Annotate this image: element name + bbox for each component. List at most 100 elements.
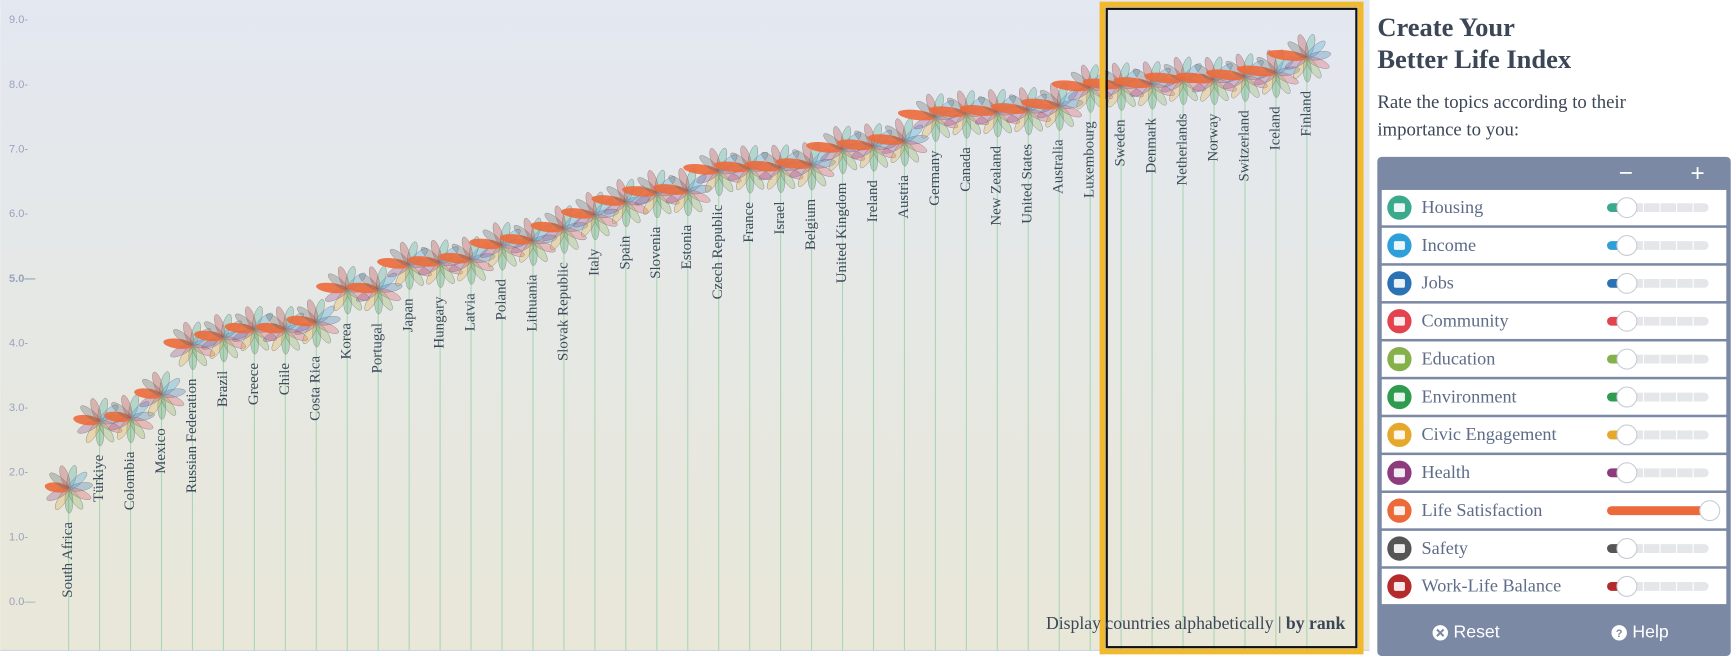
- country-label[interactable]: Korea: [339, 323, 355, 360]
- country-label[interactable]: Estonia: [679, 224, 695, 269]
- petal: [990, 103, 1029, 114]
- country-label[interactable]: New Zealand: [989, 145, 1005, 225]
- topic-label[interactable]: Housing: [1422, 197, 1484, 217]
- y-tick-label: 8.0-: [9, 79, 28, 91]
- petal: [214, 314, 226, 338]
- petal: [307, 299, 319, 324]
- slider-knob[interactable]: [1616, 575, 1638, 597]
- petal: [591, 195, 626, 206]
- country-label[interactable]: Colombia: [122, 451, 138, 510]
- country-label[interactable]: Lithuania: [524, 274, 540, 331]
- slider-knob[interactable]: [1616, 386, 1638, 408]
- slider-knob[interactable]: [1616, 197, 1638, 219]
- country-label[interactable]: Russian Federation: [184, 378, 200, 493]
- country-label[interactable]: United Kingdom: [834, 182, 850, 283]
- country-label[interactable]: Slovak Republic: [555, 262, 571, 361]
- topic-label[interactable]: Education: [1422, 348, 1496, 368]
- country-label[interactable]: Ireland: [865, 180, 881, 223]
- reset-icon-x: [1436, 628, 1445, 637]
- country-label[interactable]: Germany: [927, 150, 943, 206]
- petal: [461, 236, 473, 261]
- country-label[interactable]: Poland: [493, 278, 509, 320]
- slider-knob[interactable]: [1616, 462, 1638, 484]
- country-label[interactable]: Finland: [1298, 90, 1314, 136]
- slider-knob[interactable]: [1616, 235, 1638, 256]
- country-label[interactable]: Switzerland: [1236, 110, 1252, 182]
- help-icon: [1611, 625, 1627, 641]
- country-label[interactable]: Israel: [772, 201, 788, 234]
- topic-label[interactable]: Life Satisfaction: [1422, 500, 1543, 520]
- slider-knob[interactable]: [1616, 310, 1638, 332]
- slider-knob[interactable]: [1616, 348, 1638, 370]
- country-label[interactable]: Mexico: [153, 428, 169, 474]
- petal: [678, 168, 690, 192]
- y-tick-label: 9.0-: [9, 14, 28, 26]
- topic-label[interactable]: Safety: [1422, 538, 1469, 558]
- slider-knob[interactable]: [1616, 272, 1638, 294]
- petal: [745, 160, 781, 172]
- flower: [407, 239, 465, 288]
- slider-knob[interactable]: [1699, 500, 1721, 522]
- country-label[interactable]: Austria: [896, 175, 912, 219]
- country-label[interactable]: South Africa: [60, 522, 76, 598]
- country-label[interactable]: Hungary: [432, 296, 448, 349]
- country-label[interactable]: Sweden: [1113, 119, 1129, 167]
- country-label[interactable]: Chile: [277, 363, 293, 396]
- minus-button[interactable]: −: [1619, 160, 1633, 187]
- topic-label[interactable]: Work-Life Balance: [1422, 576, 1562, 596]
- country-label[interactable]: Iceland: [1267, 106, 1283, 150]
- country-label[interactable]: Spain: [617, 235, 633, 269]
- country-label[interactable]: Australia: [1051, 139, 1067, 194]
- country-label[interactable]: Norway: [1205, 113, 1221, 162]
- flower: [867, 118, 929, 167]
- plus-button[interactable]: +: [1691, 160, 1705, 187]
- topic-label[interactable]: Civic Engagement: [1422, 424, 1557, 444]
- flower: [286, 299, 341, 348]
- topic-icon-glyph: [1393, 278, 1405, 288]
- country-label[interactable]: Italy: [586, 248, 602, 276]
- sort-alphabetical[interactable]: Display countries alphabetically: [1046, 613, 1274, 633]
- petal: [775, 158, 812, 169]
- flower: [775, 141, 836, 191]
- country-label[interactable]: France: [741, 202, 757, 243]
- country-label[interactable]: Latvia: [462, 293, 478, 331]
- topic-icon-glyph: [1393, 430, 1405, 440]
- reset-button[interactable]: Reset: [1454, 621, 1500, 641]
- country-label[interactable]: Luxembourg: [1082, 121, 1098, 198]
- country-label[interactable]: Canada: [958, 147, 974, 192]
- y-tick-label: 1.0-: [9, 531, 28, 543]
- country-label[interactable]: Portugal: [370, 323, 386, 373]
- country-label[interactable]: Greece: [246, 363, 262, 406]
- country-label[interactable]: Slovenia: [648, 226, 664, 279]
- flower: [44, 465, 93, 514]
- petal: [585, 192, 597, 216]
- country-label[interactable]: United States: [1020, 144, 1036, 224]
- petal: [245, 306, 257, 331]
- chart: 0.0— 1.0- 2.0- 3.0- 4.0- 5.0— 6.0- 7.0- 8.0- 9.0-…: [9, 14, 1332, 651]
- separator: |: [1278, 613, 1282, 633]
- help-button[interactable]: Help: [1632, 621, 1668, 641]
- country-label[interactable]: Brazil: [215, 371, 231, 407]
- country-label[interactable]: Netherlands: [1174, 113, 1190, 185]
- country-label[interactable]: Denmark: [1144, 118, 1160, 174]
- slider-knob[interactable]: [1616, 424, 1638, 446]
- country-label[interactable]: Czech Republic: [710, 204, 726, 299]
- country-label[interactable]: Türkiye: [91, 454, 107, 502]
- topic-label[interactable]: Community: [1422, 311, 1510, 331]
- petal: [867, 134, 905, 146]
- country-label[interactable]: Costa Rica: [308, 356, 324, 421]
- country-label[interactable]: Japan: [401, 298, 417, 332]
- topic-icon-glyph: [1393, 241, 1405, 250]
- topic-list: Housing Income Jobs Community Education Envir…: [1381, 189, 1727, 605]
- topic-label[interactable]: Environment: [1422, 386, 1517, 406]
- country-label[interactable]: Belgium: [803, 198, 819, 250]
- petal: [152, 371, 164, 396]
- topic-label[interactable]: Income: [1422, 235, 1477, 255]
- topic-label[interactable]: Jobs: [1422, 273, 1454, 293]
- petal: [121, 395, 133, 419]
- sort-by-rank[interactable]: by rank: [1286, 613, 1346, 633]
- petal: [438, 252, 472, 264]
- topic-label[interactable]: Health: [1422, 462, 1471, 482]
- petal: [347, 282, 379, 294]
- slider-knob[interactable]: [1616, 538, 1638, 560]
